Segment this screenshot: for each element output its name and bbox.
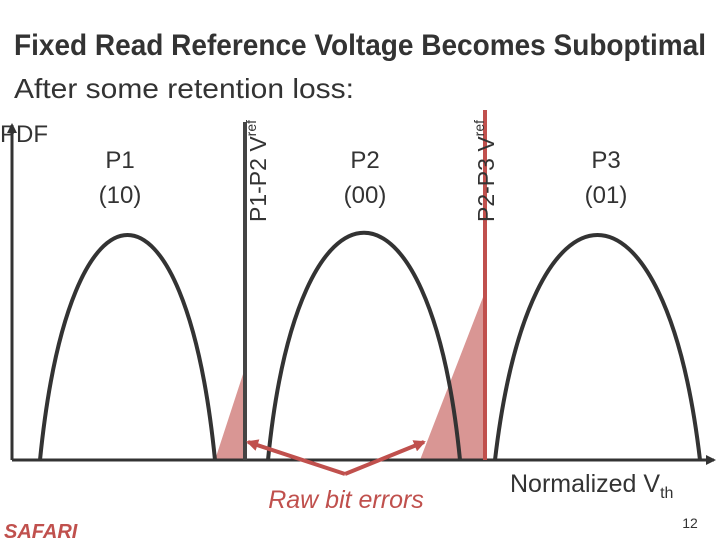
x-axis-label: Normalized Vth <box>510 470 673 502</box>
annotation: Raw bit errors <box>268 486 424 514</box>
reference-text: P1-P2 V <box>245 136 271 222</box>
state-name: P2 <box>350 147 379 174</box>
page-number: 12 <box>682 515 698 531</box>
distribution-curve <box>38 233 217 461</box>
state-code: (01) <box>585 182 628 209</box>
state-name: P3 <box>591 147 620 174</box>
reference-subscript: ref <box>243 120 259 136</box>
reference-label: P2-P3 Vref <box>471 120 499 222</box>
error-region <box>215 368 245 460</box>
reference-text: P2-P3 V <box>473 136 499 222</box>
subtitle: After some retention loss: <box>14 73 354 104</box>
annotation-arrow <box>344 440 426 476</box>
error-region <box>420 292 485 460</box>
x-axis-label-subscript: th <box>660 485 673 502</box>
state-name: P1 <box>105 147 134 174</box>
y-axis-label: PDF <box>0 121 48 148</box>
state-code: (00) <box>344 182 387 209</box>
annotation-arrow <box>246 439 346 476</box>
distribution-curve <box>266 230 462 461</box>
reference-subscript: ref <box>471 120 487 136</box>
reference-label: P1-P2 Vref <box>243 120 271 222</box>
distribution-curve <box>493 233 702 461</box>
x-axis-label-text: Normalized V <box>510 470 660 498</box>
state-code: (10) <box>99 182 142 209</box>
title: Fixed Read Reference Voltage Becomes Sub… <box>14 29 706 62</box>
logo: SAFARI <box>4 521 78 540</box>
